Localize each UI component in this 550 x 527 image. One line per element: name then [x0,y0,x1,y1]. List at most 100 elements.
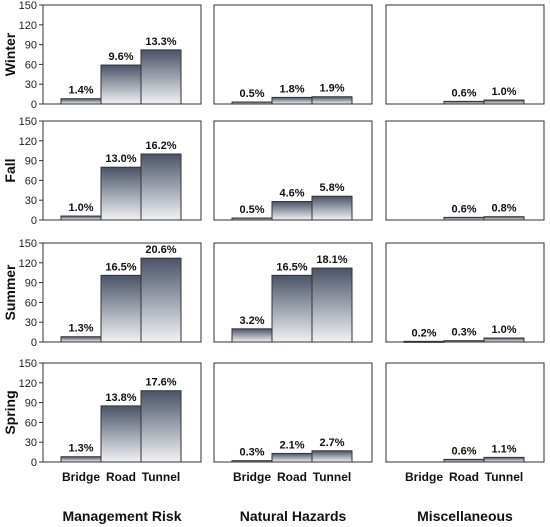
y-tick-label: 120 [19,20,37,32]
data-label: 3.2% [239,315,264,327]
data-label: 4.6% [279,188,304,200]
y-tick-label: 60 [25,417,37,429]
data-label: 18.1% [316,254,347,266]
data-label: 0.5% [239,88,264,100]
y-tick-label: 90 [25,398,37,410]
category-label: Tunnel [142,470,180,484]
bar [140,153,182,221]
category-label: Road [106,470,136,484]
data-label: 13.0% [105,153,136,165]
panel-frame [385,362,545,463]
column-label: Miscellaneous [417,508,513,524]
data-label: 0.6% [451,87,476,99]
category-label: Road [277,470,307,484]
row-label: Spring [2,390,18,434]
y-tick-label: 30 [25,437,37,449]
bar [231,328,273,343]
bar [60,456,102,463]
data-label: 2.1% [279,439,304,451]
panel-frame [213,4,373,105]
bar [483,99,525,105]
data-label: 0.6% [451,445,476,457]
y-tick-label: 120 [19,378,37,390]
data-label: 0.3% [239,447,264,459]
panel-frame [42,242,202,343]
row-label: Fall [2,158,18,182]
data-label: 16.5% [276,261,307,273]
y-tick-label: 0 [31,215,37,227]
bar [140,257,182,343]
bar [100,274,142,343]
category-label: Road [449,470,479,484]
category-label: Tunnel [313,470,351,484]
y-tick-label: 60 [25,175,37,187]
category-label: Bridge [62,470,100,484]
bar [100,405,142,463]
bar [311,96,353,105]
panel-frame [213,242,373,343]
bar [100,166,142,221]
column-label: Management Risk [62,508,181,524]
bar [60,98,102,105]
panel-frame [42,4,202,105]
data-label: 1.0% [491,324,516,336]
bar [271,274,313,343]
y-tick-label: 90 [25,40,37,52]
y-tick-label: 30 [25,195,37,207]
row-label: Winter [2,32,18,76]
category-label: Tunnel [485,470,523,484]
bar [483,456,525,463]
data-label: 0.5% [239,204,264,216]
bar [271,201,313,221]
bar [60,215,102,221]
data-label: 1.0% [491,86,516,98]
data-label: 2.7% [319,437,344,449]
bar [311,267,353,343]
data-label: 1.9% [319,83,344,95]
panel-frame [385,120,545,221]
category-label: Bridge [233,470,271,484]
data-label: 16.2% [145,140,176,152]
data-label: 16.5% [105,261,136,273]
data-label: 1.4% [68,85,93,97]
bar [60,336,102,343]
y-tick-label: 150 [19,116,37,128]
y-tick-label: 0 [31,457,37,469]
panel-frame [213,362,373,463]
y-tick-label: 60 [25,297,37,309]
data-label: 1.1% [491,443,516,455]
panel-frame [42,120,202,221]
y-tick-label: 150 [19,238,37,250]
data-label: 13.8% [105,392,136,404]
bar [271,452,313,463]
data-label: 17.6% [145,377,176,389]
y-tick-label: 150 [19,358,37,370]
data-label: 9.6% [108,51,133,63]
column-label: Natural Hazards [240,508,347,524]
panel-frame [385,4,545,105]
y-tick-label: 0 [31,337,37,349]
data-label: 0.6% [451,203,476,215]
data-label: 0.8% [491,203,516,215]
data-label: 1.0% [68,202,93,214]
bar [311,450,353,463]
row-label: Summer [2,264,18,321]
panel-frame [42,362,202,463]
data-label: 1.3% [68,443,93,455]
data-label: 1.3% [68,323,93,335]
bar [100,64,142,105]
category-label: Bridge [405,470,443,484]
y-tick-label: 60 [25,59,37,71]
y-tick-label: 90 [25,278,37,290]
data-label: 1.8% [279,83,304,95]
bar [140,390,182,463]
bar [271,96,313,105]
bar [483,337,525,343]
data-label: 13.3% [145,36,176,48]
y-tick-label: 30 [25,79,37,91]
bar [140,49,182,105]
data-label: 0.2% [411,327,436,339]
panel-frame [213,120,373,221]
